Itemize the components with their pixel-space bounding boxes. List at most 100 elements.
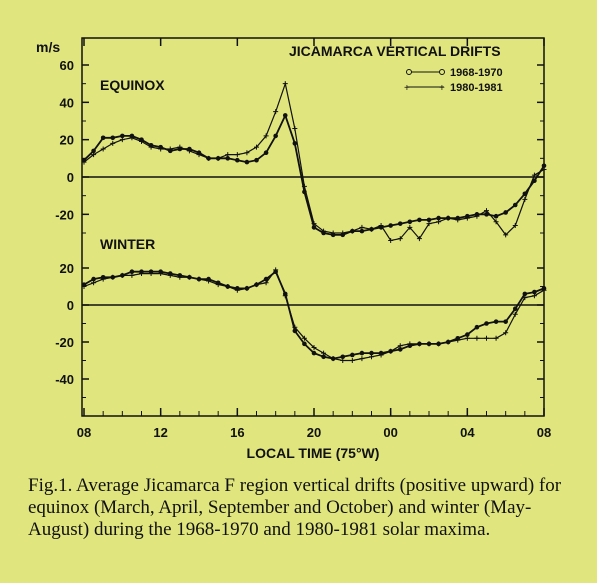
data-point-1968-1970 (100, 135, 106, 141)
series-line-1980-1981 (83, 81, 545, 242)
data-point-1980-1981 (378, 352, 384, 358)
data-point-1980-1981 (397, 236, 403, 242)
data-point-1980-1981 (349, 228, 355, 234)
data-point-1980-1981 (215, 155, 221, 161)
data-point-1968-1970 (484, 212, 489, 217)
data-point-1980-1981 (177, 274, 183, 280)
data-point-1980-1981 (186, 148, 192, 154)
data-point-1968-1970 (350, 352, 355, 358)
data-point-1980-1981 (378, 223, 384, 229)
panel-label-winter: WINTER (100, 236, 155, 252)
x-tick-label: 08 (537, 425, 551, 440)
data-point-1968-1970 (417, 217, 422, 223)
data-point-1980-1981 (359, 356, 365, 362)
data-point-1968-1970 (91, 148, 96, 154)
y-tick-label: 0 (67, 170, 74, 185)
data-point-1968-1970 (465, 332, 470, 337)
data-point-1980-1981 (484, 335, 489, 341)
y-tick-label: 20 (60, 261, 74, 276)
data-point-1980-1981 (416, 236, 422, 242)
data-point-1980-1981 (196, 276, 202, 282)
data-point-1980-1981 (301, 183, 307, 189)
data-point-1980-1981 (158, 271, 164, 277)
data-point-1980-1981 (359, 224, 365, 230)
data-point-1980-1981 (426, 221, 432, 227)
data-point-1980-1981 (464, 335, 470, 341)
data-point-1968-1970 (110, 135, 116, 141)
data-point-1980-1981 (512, 223, 518, 229)
data-point-1968-1970 (254, 157, 259, 163)
data-point-1980-1981 (167, 146, 173, 152)
data-point-1980-1981 (292, 324, 298, 330)
data-point-1980-1981 (416, 341, 422, 347)
data-point-1980-1981 (119, 137, 125, 143)
data-point-1968-1970 (321, 354, 326, 360)
data-point-1980-1981 (244, 285, 250, 291)
x-tick-label: 16 (230, 425, 244, 440)
data-point-1968-1970 (340, 354, 346, 360)
data-point-1980-1981 (531, 293, 537, 299)
data-point-1980-1981 (100, 146, 106, 152)
data-point-1980-1981 (158, 146, 164, 152)
data-point-1980-1981 (244, 150, 250, 156)
data-point-1968-1970 (263, 150, 269, 156)
y-axis-unit-label: m/s (36, 39, 60, 55)
y-tick-label: -20 (55, 335, 74, 350)
data-point-1968-1970 (397, 221, 403, 226)
data-point-1980-1981 (388, 348, 394, 354)
data-point-1968-1970 (129, 269, 135, 275)
data-point-1968-1970 (292, 141, 298, 146)
data-point-1980-1981 (119, 272, 125, 278)
data-point-1980-1981 (215, 282, 221, 288)
data-point-1980-1981 (407, 341, 413, 347)
data-point-1980-1981 (340, 358, 346, 363)
data-point-1980-1981 (139, 271, 144, 277)
data-point-1980-1981 (493, 335, 499, 341)
data-point-1980-1981 (273, 267, 279, 273)
data-point-1968-1970 (407, 219, 413, 225)
data-point-1980-1981 (503, 232, 509, 238)
data-point-1980-1981 (110, 140, 116, 146)
legend-label-1968-1970: 1968-1970 (450, 67, 503, 79)
data-point-1980-1981 (129, 272, 135, 278)
data-point-1980-1981 (512, 311, 518, 317)
data-point-1980-1981 (455, 217, 461, 223)
data-point-1980-1981 (196, 152, 202, 158)
data-point-1980-1981 (139, 139, 144, 145)
x-tick-label: 04 (460, 425, 475, 440)
plot-frame (81, 37, 545, 417)
data-point-1980-1981 (206, 155, 212, 161)
data-point-1980-1981 (186, 274, 192, 280)
panel-label-equinox: EQUINOX (100, 77, 165, 93)
data-point-1968-1970 (263, 276, 269, 282)
data-point-1980-1981 (321, 228, 327, 234)
figure-caption: Fig.1. Average Jicamarca F region vertic… (28, 475, 562, 540)
data-point-1980-1981 (445, 215, 451, 221)
legend-label-1980-1981: 1980-1981 (450, 82, 503, 94)
data-point-1968-1970 (541, 163, 547, 169)
data-point-1980-1981 (436, 219, 442, 225)
data-point-1968-1970 (311, 225, 317, 230)
data-point-1980-1981 (225, 284, 231, 289)
data-point-1980-1981 (369, 354, 374, 360)
data-point-1968-1970 (359, 350, 365, 356)
data-point-1968-1970 (273, 133, 278, 139)
data-point-1980-1981 (206, 278, 212, 284)
chart-figure: m/s JICAMARCA VERTICAL DRIFTS 1968-1970 … (36, 37, 551, 461)
data-point-1980-1981 (330, 356, 336, 362)
legend-plus-marker: + (439, 83, 445, 94)
data-point-1968-1970 (426, 217, 432, 223)
data-point-1968-1970 (244, 159, 250, 165)
data-point-1980-1981 (301, 335, 307, 341)
data-point-1968-1970 (397, 347, 403, 352)
data-point-1968-1970 (512, 306, 518, 312)
data-point-1980-1981 (522, 196, 528, 202)
data-point-1980-1981 (474, 213, 480, 219)
data-point-1980-1981 (541, 167, 547, 173)
legend: 1968-1970 + + 1980-1981 (404, 67, 503, 94)
data-point-1980-1981 (531, 172, 537, 178)
data-point-1980-1981 (330, 230, 336, 236)
data-point-1980-1981 (464, 215, 470, 221)
data-point-1968-1970 (512, 202, 518, 208)
data-point-1980-1981 (234, 287, 240, 293)
